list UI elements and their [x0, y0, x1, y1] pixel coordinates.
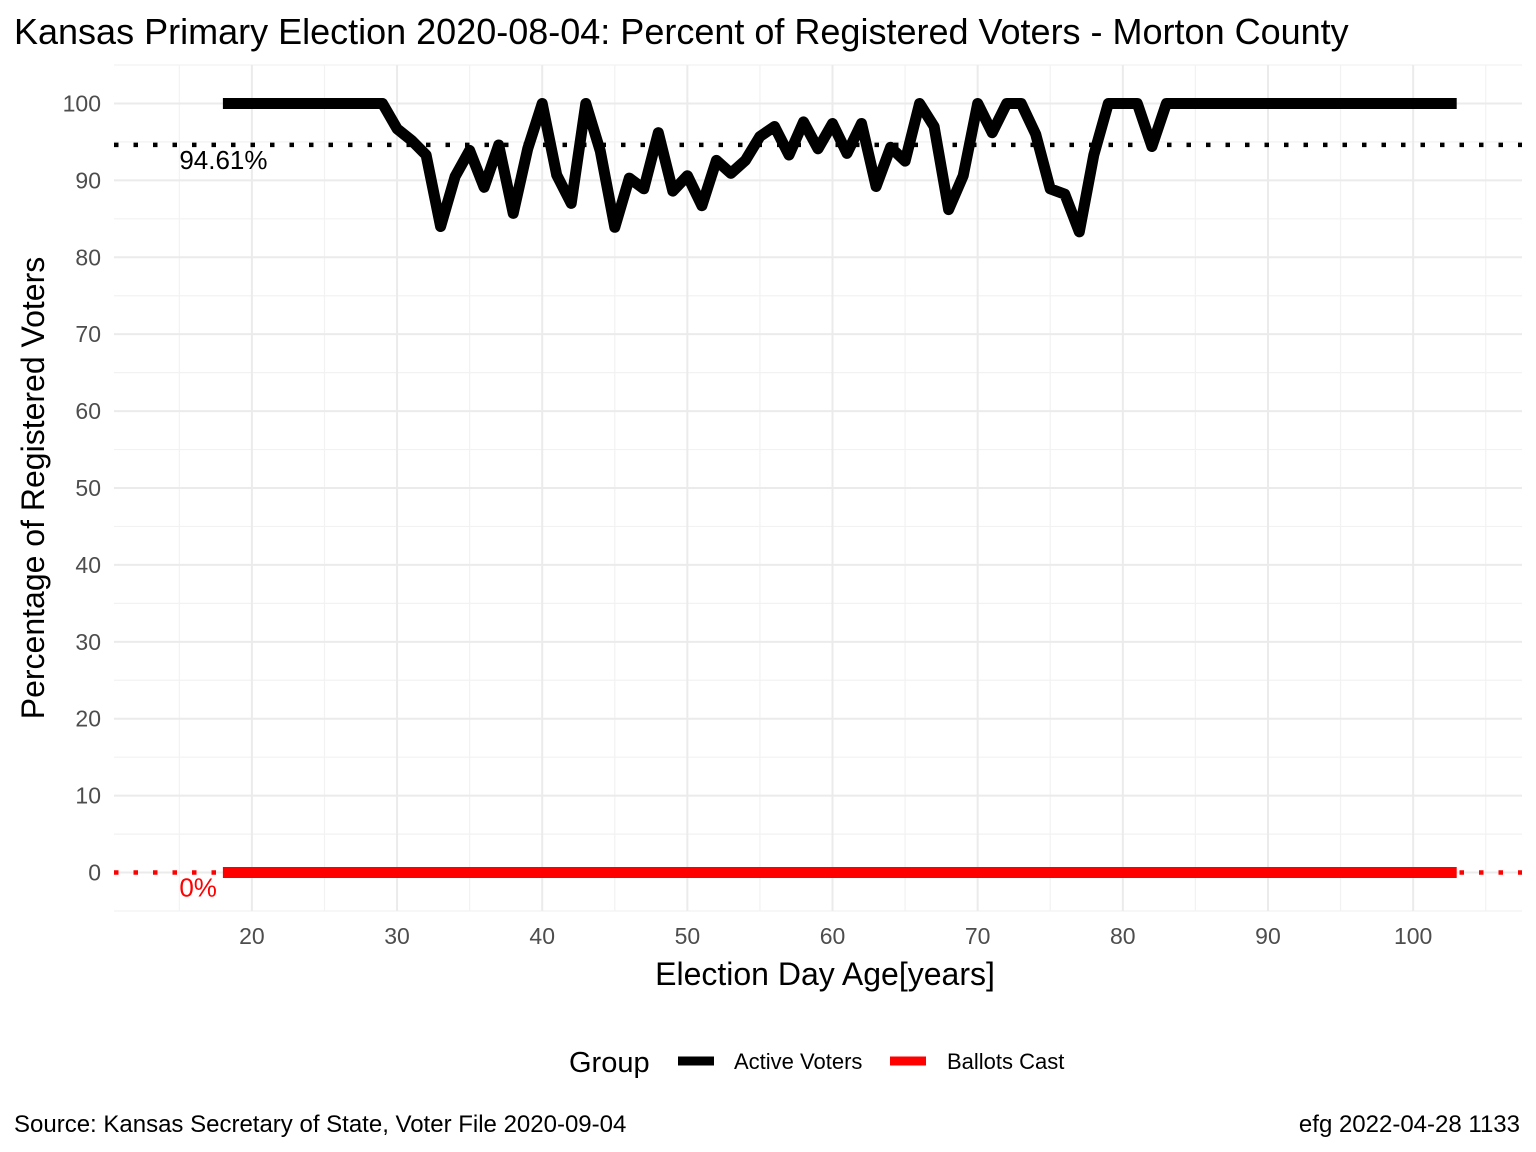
- y-tick-label: 70: [75, 321, 101, 347]
- x-tick-label: 60: [820, 923, 846, 949]
- reference-lines: 94.61% 0%: [114, 142, 1522, 903]
- y-tick-label: 60: [75, 398, 101, 424]
- y-tick-label: 10: [75, 783, 101, 809]
- x-tick-label: 100: [1394, 923, 1432, 949]
- y-tick-label: 0: [88, 860, 101, 886]
- x-axis-ticks: 20 30 40 50 60 70 80 90 100: [239, 923, 1432, 949]
- legend-title: Group: [569, 1047, 650, 1079]
- x-tick-label: 70: [965, 923, 991, 949]
- y-tick-label: 90: [75, 167, 101, 193]
- x-axis-title: Election Day Age[years]: [655, 956, 995, 992]
- y-tick-label: 20: [75, 706, 101, 732]
- y-tick-label: 80: [75, 244, 101, 270]
- reference-label-1: 0%: [179, 873, 217, 903]
- x-tick-label: 50: [675, 923, 701, 949]
- y-axis-ticks: 0 10 20 30 40 50 60 70 80 90 100: [63, 90, 101, 885]
- legend-label-active-voters: Active Voters: [734, 1049, 862, 1074]
- x-tick-label: 40: [529, 923, 555, 949]
- reference-label-0: 94.61%: [179, 145, 267, 175]
- x-tick-label: 90: [1255, 923, 1281, 949]
- legend-label-ballots-cast: Ballots Cast: [947, 1049, 1064, 1074]
- x-tick-label: 20: [239, 923, 265, 949]
- series-line-active-voters: [222, 98, 1457, 238]
- y-axis-title: Percentage of Registered Voters: [15, 257, 51, 720]
- y-tick-label: 50: [75, 475, 101, 501]
- x-tick-label: 30: [384, 923, 410, 949]
- y-tick-label: 30: [75, 629, 101, 655]
- major-grid: [114, 65, 1522, 911]
- source-caption: Source: Kansas Secretary of State, Voter…: [14, 1111, 626, 1138]
- x-tick-label: 80: [1110, 923, 1136, 949]
- y-tick-label: 100: [63, 90, 101, 116]
- y-tick-label: 40: [75, 552, 101, 578]
- minor-grid: [114, 64, 1522, 912]
- legend: Group Active Voters Ballots Cast: [569, 1047, 1064, 1079]
- credit-caption: efg 2022-04-28 1133: [1299, 1111, 1520, 1138]
- chart-title: Kansas Primary Election 2020-08-04: Perc…: [14, 11, 1349, 52]
